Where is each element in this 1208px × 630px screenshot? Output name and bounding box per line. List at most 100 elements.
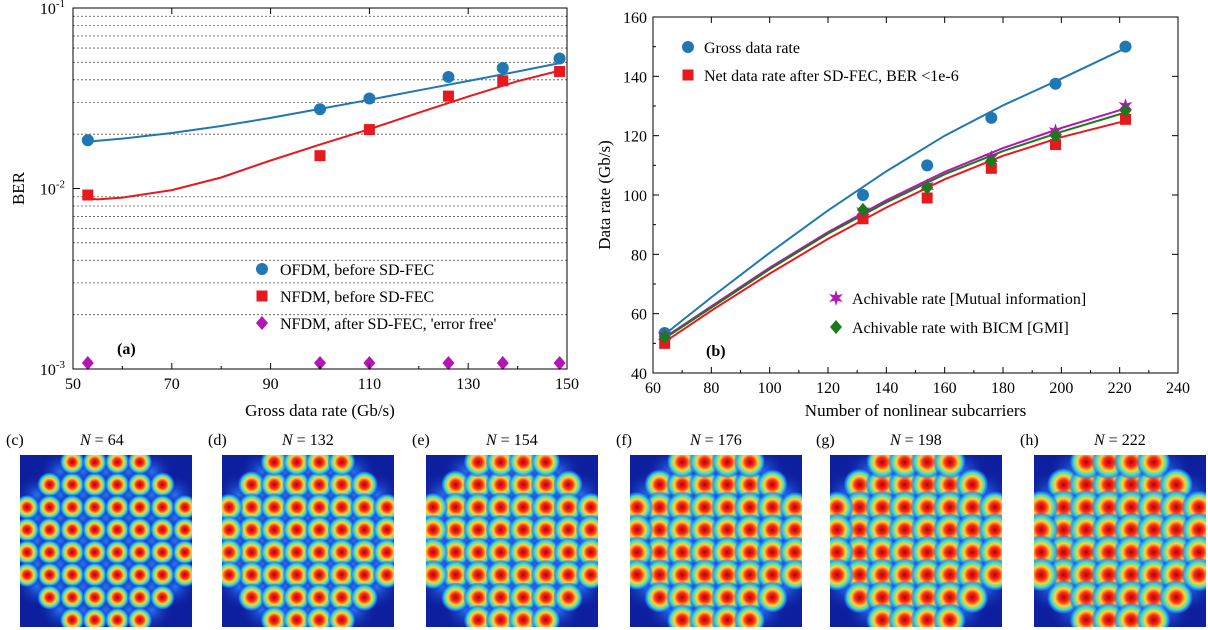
constellation-point bbox=[756, 491, 789, 524]
constellation-point bbox=[305, 455, 334, 477]
b-point-series-1 bbox=[1120, 113, 1131, 125]
constellation-point bbox=[530, 514, 561, 545]
constellation-point bbox=[149, 584, 176, 611]
constellation-point bbox=[463, 469, 494, 500]
constellation-point bbox=[104, 539, 131, 566]
constellation-point bbox=[259, 583, 289, 612]
constellation-point bbox=[81, 455, 108, 475]
constellation-n-label-5: N = 222 bbox=[1093, 432, 1146, 449]
constellation-point bbox=[59, 561, 86, 588]
constellation-n-label-2: N = 154 bbox=[485, 432, 538, 449]
constellation-point bbox=[978, 558, 1002, 592]
b-point-series-3 bbox=[1119, 103, 1132, 118]
constellation-panel-1: (d) N = 132 bbox=[208, 432, 394, 627]
constellation-point bbox=[711, 581, 744, 614]
constellation-point bbox=[222, 515, 244, 544]
constellation-tag-3: (f) bbox=[616, 432, 632, 449]
constellation-point bbox=[126, 607, 153, 627]
constellation-point bbox=[149, 494, 176, 521]
constellation-point bbox=[104, 494, 131, 521]
constellation-point bbox=[530, 604, 561, 627]
constellation-point bbox=[104, 607, 131, 627]
constellation-point bbox=[259, 560, 289, 590]
a-x-tick-label: 90 bbox=[263, 376, 279, 393]
a-point-series-2 bbox=[314, 356, 326, 370]
constellation-n-label-1: N = 132 bbox=[281, 432, 334, 449]
constellation-point bbox=[36, 494, 63, 521]
constellation-points-3 bbox=[630, 455, 802, 627]
constellation-point bbox=[149, 561, 176, 588]
a-fit-curves bbox=[87, 62, 560, 201]
constellation-tag-2: (e) bbox=[412, 432, 430, 449]
constellation-point bbox=[485, 559, 516, 590]
constellation-panel-5: (h) N = 222 bbox=[1020, 432, 1206, 627]
constellation-n-label-4: N = 198 bbox=[889, 432, 942, 449]
n-symbol: N bbox=[79, 432, 92, 449]
a-x-tick-label: 130 bbox=[456, 376, 480, 393]
constellation-point bbox=[282, 605, 311, 627]
b-point-series-1 bbox=[921, 192, 933, 204]
constellation-point bbox=[688, 491, 721, 524]
constellation-point bbox=[733, 558, 766, 591]
constellation-point bbox=[305, 538, 334, 567]
constellation-panel-0: (c) N = 64 bbox=[6, 432, 192, 627]
constellation-point bbox=[36, 584, 63, 611]
b-panel-label: (b) bbox=[706, 343, 726, 360]
b-y-tick-label: 40 bbox=[631, 366, 647, 383]
constellation-point bbox=[463, 514, 494, 545]
constellation-point bbox=[237, 538, 266, 567]
constellation-point bbox=[59, 516, 86, 543]
a-point-series-2 bbox=[553, 356, 566, 370]
b-legend-marker-1 bbox=[682, 69, 694, 81]
b-fit-curves bbox=[664, 47, 1126, 343]
constellation-point bbox=[126, 561, 153, 588]
constellation-point bbox=[327, 492, 357, 522]
constellation-tag-4: (g) bbox=[816, 432, 835, 449]
b-point-series-3 bbox=[658, 329, 671, 344]
constellation-point bbox=[237, 515, 266, 544]
constellation-point bbox=[305, 583, 334, 612]
constellation-point bbox=[688, 581, 721, 614]
constellation-point bbox=[104, 561, 131, 588]
constellation-point bbox=[756, 513, 789, 546]
a-y-tick-base: 10 bbox=[40, 362, 56, 379]
constellation-point bbox=[36, 561, 63, 588]
constellation-point bbox=[81, 539, 108, 566]
a-legend-label-2: NFDM, after SD-FEC, 'error free' bbox=[280, 316, 496, 333]
constellation-point bbox=[237, 560, 266, 590]
constellation-panels: (c) N = 64 (d) N = 132 (e) N = 154 (f) N = 176(… bbox=[6, 432, 1206, 627]
b-point-series-3 bbox=[985, 153, 998, 168]
constellation-point bbox=[259, 455, 289, 477]
chart-panel-b: 60 80 100 120 140 160 180 200 220 240406080100120… bbox=[595, 10, 1190, 420]
a-point-series-1 bbox=[442, 90, 454, 102]
b-point-series-3 bbox=[1049, 128, 1062, 143]
a-point-series-0 bbox=[314, 103, 326, 116]
b-fit-1 bbox=[664, 119, 1126, 343]
constellation-point bbox=[530, 492, 561, 523]
a-plot-frame bbox=[72, 7, 568, 370]
constellation-point bbox=[259, 470, 289, 499]
a-point-series-0 bbox=[496, 62, 509, 75]
constellation-point bbox=[733, 491, 766, 524]
constellation-point bbox=[643, 558, 676, 591]
constellation-tag-1: (d) bbox=[208, 432, 227, 449]
constellation-tag-5: (h) bbox=[1020, 432, 1039, 449]
constellation-point bbox=[463, 537, 494, 568]
constellation-point bbox=[237, 583, 266, 612]
constellation-points-5 bbox=[1034, 455, 1206, 627]
constellation-point bbox=[126, 494, 153, 521]
constellation-point bbox=[282, 583, 311, 612]
constellation-point bbox=[711, 558, 744, 591]
constellation-point bbox=[553, 469, 584, 500]
constellation-point bbox=[688, 513, 721, 546]
constellation-point bbox=[643, 536, 676, 569]
constellation-point bbox=[327, 560, 357, 590]
b-legend-marker-2 bbox=[829, 290, 843, 306]
constellation-point bbox=[259, 605, 289, 627]
constellation-point bbox=[59, 471, 86, 498]
constellation-point bbox=[630, 558, 654, 591]
constellation-point bbox=[59, 494, 86, 521]
constellation-point bbox=[508, 582, 539, 613]
constellation-point bbox=[756, 558, 789, 591]
b-legend-marker-3 bbox=[830, 320, 842, 334]
